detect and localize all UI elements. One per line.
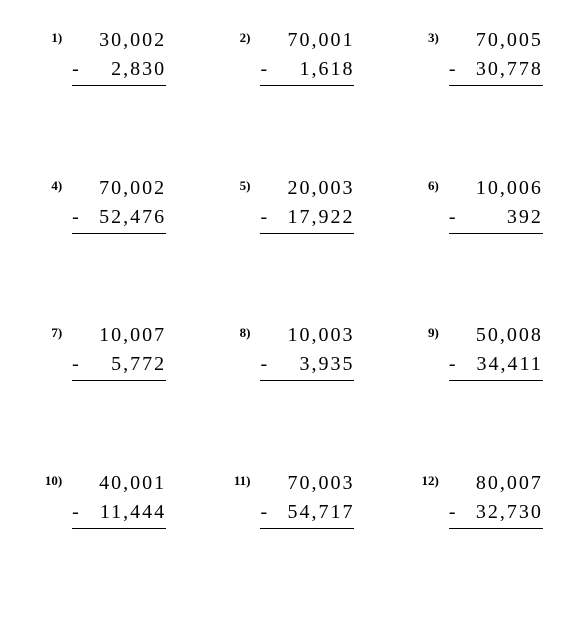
problem-stack: 50,008 - 34,411: [449, 321, 543, 381]
subtrahend-row: - 54,717: [260, 498, 354, 529]
minus-sign: -: [72, 498, 81, 527]
problem-stack: 20,003 - 17,922: [260, 174, 354, 234]
minuend: 70,002: [72, 174, 166, 203]
problem-stack: 70,005 - 30,778: [449, 26, 543, 86]
worksheet-page: 1) 30,002 - 2,830 2) 70,001 - 1,618 3): [0, 0, 585, 620]
subtrahend: 392: [507, 203, 543, 232]
problem-number: 10): [42, 469, 62, 489]
problem: 11) 70,003 - 54,717: [198, 463, 386, 611]
subtrahend-row: - 1,618: [260, 55, 354, 86]
problem-stack: 70,001 - 1,618: [260, 26, 354, 86]
subtrahend-row: - 11,444: [72, 498, 166, 529]
problem-number: 7): [42, 321, 62, 341]
minuend: 10,007: [72, 321, 166, 350]
problem: 7) 10,007 - 5,772: [10, 315, 198, 463]
problem-stack: 70,002 - 52,476: [72, 174, 166, 234]
subtrahend: 32,730: [476, 498, 543, 527]
minus-sign: -: [260, 498, 269, 527]
problem-number: 1): [42, 26, 62, 46]
problem-stack: 40,001 - 11,444: [72, 469, 166, 529]
subtrahend-row: - 34,411: [449, 350, 543, 381]
subtrahend: 2,830: [111, 55, 166, 84]
subtrahend: 30,778: [476, 55, 543, 84]
minus-sign: -: [449, 350, 458, 379]
subtrahend: 5,772: [111, 350, 166, 379]
subtrahend: 34,411: [477, 350, 543, 379]
problem-number: 6): [419, 174, 439, 194]
problem-number: 12): [419, 469, 439, 489]
minus-sign: -: [260, 350, 269, 379]
problem-stack: 10,006 - 392: [449, 174, 543, 234]
subtrahend-row: - 17,922: [260, 203, 354, 234]
minuend: 80,007: [449, 469, 543, 498]
subtrahend: 52,476: [99, 203, 166, 232]
subtrahend: 3,935: [299, 350, 354, 379]
problem-number: 11): [230, 469, 250, 489]
minuend: 10,006: [449, 174, 543, 203]
minus-sign: -: [72, 350, 81, 379]
minus-sign: -: [260, 203, 269, 232]
problem: 6) 10,006 - 392: [387, 168, 575, 316]
problem: 4) 70,002 - 52,476: [10, 168, 198, 316]
subtrahend-row: - 392: [449, 203, 543, 234]
problem-stack: 80,007 - 32,730: [449, 469, 543, 529]
subtrahend-row: - 32,730: [449, 498, 543, 529]
subtrahend: 54,717: [287, 498, 354, 527]
minus-sign: -: [72, 203, 81, 232]
problem: 8) 10,003 - 3,935: [198, 315, 386, 463]
minus-sign: -: [449, 498, 458, 527]
problem: 12) 80,007 - 32,730: [387, 463, 575, 611]
subtrahend-row: - 5,772: [72, 350, 166, 381]
problem-stack: 30,002 - 2,830: [72, 26, 166, 86]
subtrahend-row: - 30,778: [449, 55, 543, 86]
problem-stack: 10,007 - 5,772: [72, 321, 166, 381]
minuend: 30,002: [72, 26, 166, 55]
problem-number: 8): [230, 321, 250, 341]
problem: 3) 70,005 - 30,778: [387, 20, 575, 168]
problem-number: 9): [419, 321, 439, 341]
problem-number: 4): [42, 174, 62, 194]
minus-sign: -: [72, 55, 81, 84]
problem: 2) 70,001 - 1,618: [198, 20, 386, 168]
problem-stack: 70,003 - 54,717: [260, 469, 354, 529]
problem-number: 2): [230, 26, 250, 46]
problem: 5) 20,003 - 17,922: [198, 168, 386, 316]
problem-stack: 10,003 - 3,935: [260, 321, 354, 381]
subtrahend-row: - 3,935: [260, 350, 354, 381]
problem-number: 3): [419, 26, 439, 46]
minuend: 70,003: [260, 469, 354, 498]
problem: 10) 40,001 - 11,444: [10, 463, 198, 611]
problem-number: 5): [230, 174, 250, 194]
problem: 9) 50,008 - 34,411: [387, 315, 575, 463]
minuend: 50,008: [449, 321, 543, 350]
problem: 1) 30,002 - 2,830: [10, 20, 198, 168]
minuend: 70,001: [260, 26, 354, 55]
subtrahend-row: - 52,476: [72, 203, 166, 234]
subtrahend: 1,618: [299, 55, 354, 84]
problem-grid: 1) 30,002 - 2,830 2) 70,001 - 1,618 3): [10, 20, 575, 610]
minuend: 20,003: [260, 174, 354, 203]
minus-sign: -: [260, 55, 269, 84]
subtrahend: 11,444: [100, 498, 166, 527]
subtrahend-row: - 2,830: [72, 55, 166, 86]
minuend: 40,001: [72, 469, 166, 498]
minuend: 10,003: [260, 321, 354, 350]
subtrahend: 17,922: [287, 203, 354, 232]
minus-sign: -: [449, 55, 458, 84]
minuend: 70,005: [449, 26, 543, 55]
minus-sign: -: [449, 203, 458, 232]
